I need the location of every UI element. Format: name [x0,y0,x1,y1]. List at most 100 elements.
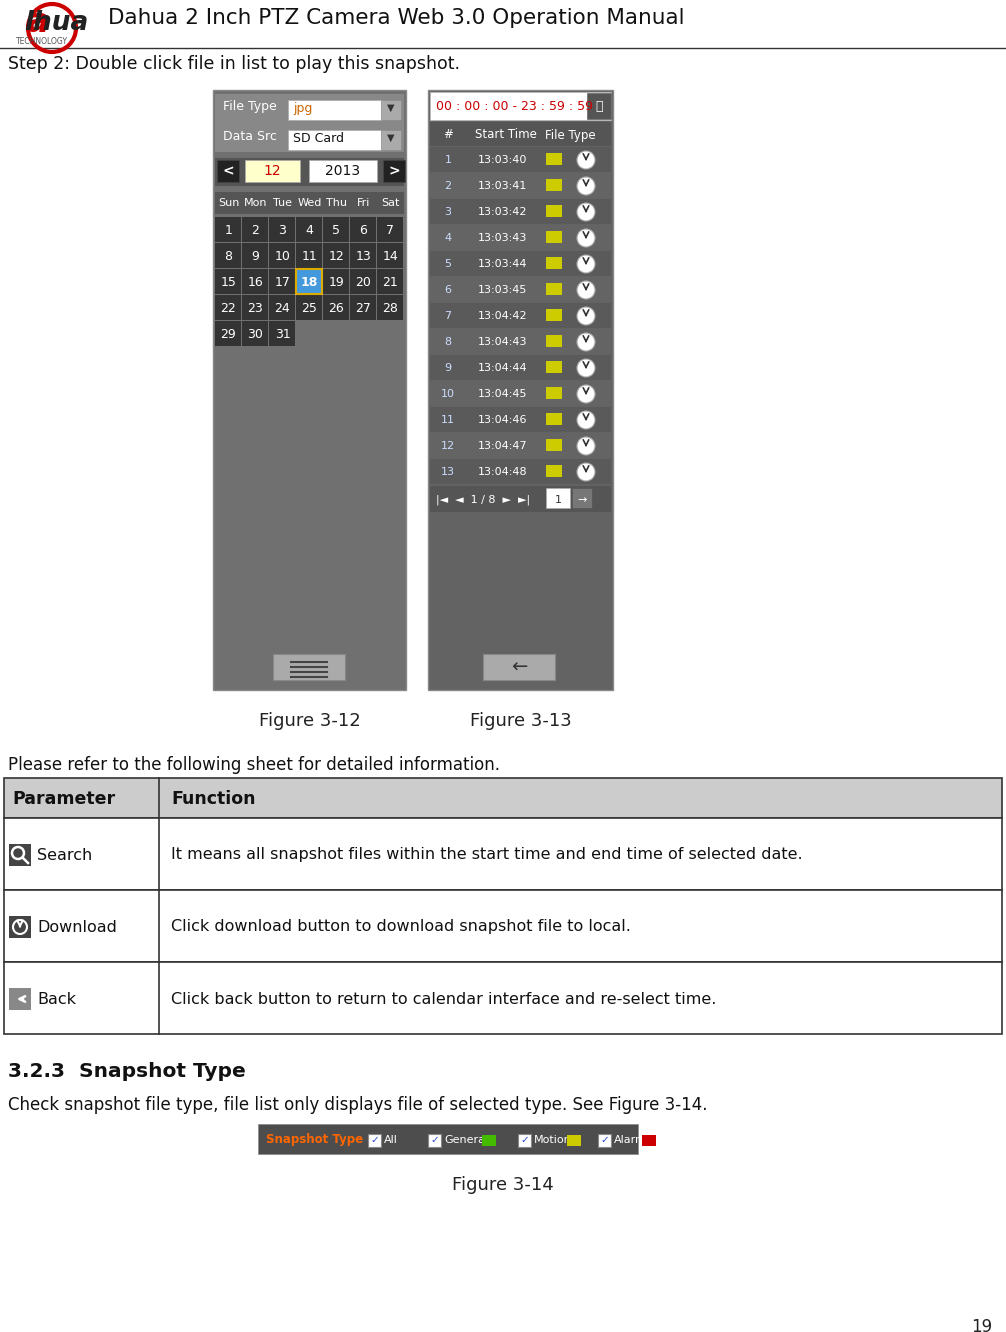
Bar [430,356,611,380]
Bar [546,488,570,507]
Text: 2013: 2013 [325,164,360,178]
Bar [430,329,611,354]
Text: →: → [577,496,586,505]
Bar [430,460,611,484]
Circle shape [577,464,595,481]
Bar [215,95,404,152]
Bar [215,159,404,186]
Bar [430,198,611,224]
Circle shape [577,437,595,456]
Circle shape [577,306,595,325]
Text: 28: 28 [382,301,398,314]
Bar [323,294,349,320]
Text: Function: Function [171,790,256,809]
Text: jpg: jpg [293,103,313,115]
Text: lhua: lhua [24,11,89,36]
Text: General: General [444,1135,488,1146]
Text: TECHNOLOGY: TECHNOLOGY [16,37,68,47]
Bar [9,916,31,938]
Text: File Type: File Type [544,128,596,141]
Bar [428,91,613,690]
Text: 13: 13 [356,249,371,262]
Text: 6: 6 [445,285,452,294]
Text: Back: Back [37,991,76,1007]
Text: 5: 5 [445,258,452,269]
Bar [269,242,295,268]
Bar [323,242,349,268]
Text: 19: 19 [971,1317,992,1332]
Bar [288,100,383,120]
Text: 13:03:41: 13:03:41 [478,181,528,190]
Text: 3: 3 [279,224,287,237]
Text: 18: 18 [301,276,318,289]
Bar [288,131,383,151]
Text: 23: 23 [247,301,264,314]
Text: 4: 4 [306,224,314,237]
Text: 10: 10 [275,249,291,262]
Bar [377,242,403,268]
Bar [598,1134,611,1147]
Text: Thu: Thu [326,198,347,208]
Bar [296,269,322,294]
Text: 13:03:45: 13:03:45 [478,285,528,294]
Circle shape [577,229,595,246]
Text: 10: 10 [441,389,455,400]
Bar [430,225,611,250]
Text: Click back button to return to calendar interface and re-select time.: Click back button to return to calendar … [171,991,716,1007]
Text: ←: ← [511,658,527,677]
Text: 13:04:43: 13:04:43 [478,337,528,348]
Circle shape [577,202,595,221]
Bar [483,654,555,681]
Text: 13:04:45: 13:04:45 [478,389,528,400]
Text: 8: 8 [224,249,232,262]
Bar [381,131,401,151]
Bar [430,433,611,458]
Text: 13:04:42: 13:04:42 [478,310,528,321]
Text: Please refer to the following sheet for detailed information.: Please refer to the following sheet for … [8,757,500,774]
Text: 5: 5 [333,224,340,237]
Text: 13:03:42: 13:03:42 [478,206,528,217]
Text: 13:04:46: 13:04:46 [478,416,528,425]
Bar [483,1135,496,1146]
Text: 3: 3 [445,206,452,217]
Text: Dahua 2 Inch PTZ Camera Web 3.0 Operation Manual: Dahua 2 Inch PTZ Camera Web 3.0 Operatio… [108,8,684,28]
Text: ✓: ✓ [370,1135,379,1146]
Bar [350,294,376,320]
Bar [323,269,349,294]
Text: Sat: Sat [381,198,399,208]
Circle shape [577,360,595,377]
Bar [217,160,239,182]
Text: 13:04:44: 13:04:44 [478,364,528,373]
Bar [546,205,562,217]
Circle shape [577,385,595,404]
Bar [642,1135,656,1146]
Bar [430,408,611,432]
Bar [296,242,322,268]
Text: 1: 1 [554,496,561,505]
Circle shape [577,281,595,298]
Text: 14: 14 [382,249,398,262]
Text: Parameter: Parameter [12,790,115,809]
Text: Step 2: Double click file in list to play this snapshot.: Step 2: Double click file in list to pla… [8,55,460,73]
Text: 00 : 00 : 00 - 23 : 59 : 59: 00 : 00 : 00 - 23 : 59 : 59 [436,100,593,113]
Text: 12: 12 [441,441,455,452]
Circle shape [577,412,595,429]
Text: Download: Download [37,919,117,935]
Text: Start Time: Start Time [475,128,537,141]
Bar [4,818,1002,890]
Bar [215,294,241,320]
Bar [350,269,376,294]
Circle shape [577,254,595,273]
Text: Data Src: Data Src [223,131,277,143]
Bar [350,242,376,268]
Circle shape [577,177,595,194]
Circle shape [577,151,595,169]
Text: Snapshot Type: Snapshot Type [266,1134,363,1147]
Text: ✓: ✓ [431,1135,439,1146]
Text: 29: 29 [220,328,236,341]
Text: Mon: Mon [243,198,268,208]
Bar [567,1135,581,1146]
Bar [430,486,611,511]
Bar [546,282,562,294]
Text: 1: 1 [445,155,452,165]
